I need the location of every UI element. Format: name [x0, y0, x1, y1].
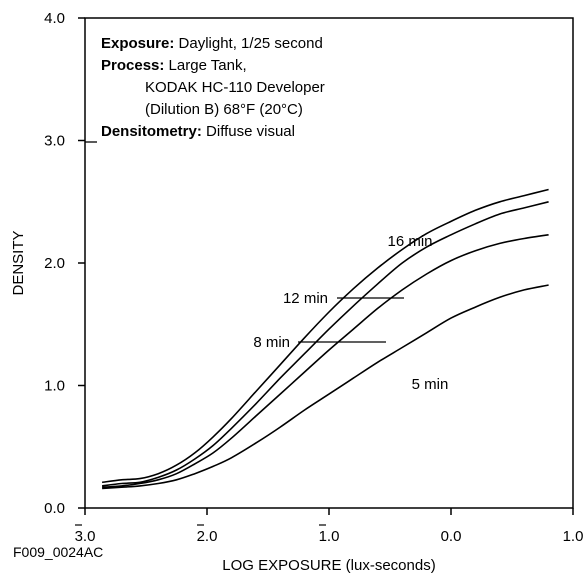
- note-line-text: KODAK HC-110 Developer: [145, 79, 325, 96]
- x-tick-label: 1.0: [319, 528, 340, 545]
- curve-label: 8 min: [253, 334, 290, 351]
- note-line-heading: Exposure:: [101, 35, 174, 52]
- y-axis: 0.0 1.0 2.0 3.0 4.0: [44, 10, 85, 517]
- curve-label: 16 min: [387, 233, 432, 250]
- note-line-text: (Dilution B) 68°F (20°C): [145, 101, 303, 118]
- curve-12-min: [102, 201, 549, 487]
- note-line-text: Daylight, 1/25 second: [174, 35, 322, 52]
- exposure-process-note: Exposure: Daylight, 1/25 second Process: …: [85, 35, 325, 143]
- note-line: Exposure: Daylight, 1/25 second: [101, 35, 323, 52]
- note-line: (Dilution B) 68°F (20°C): [145, 101, 303, 118]
- y-tick-label: 0.0: [44, 500, 65, 517]
- y-tick-label: 3.0: [44, 133, 65, 150]
- note-line-text: Diffuse visual: [202, 123, 295, 140]
- note-line-heading: Densitometry:: [101, 123, 202, 140]
- x-axis-title: LOG EXPOSURE (lux-seconds): [222, 557, 435, 574]
- y-tick-label: 1.0: [44, 378, 65, 395]
- curve-8-min: [102, 234, 549, 488]
- note-line: Process: Large Tank,: [101, 57, 247, 74]
- note-line-heading: Process:: [101, 57, 164, 74]
- curve-16-min: [102, 188, 549, 484]
- curve-label: 5 min: [412, 376, 449, 393]
- y-axis-title: DENSITY: [10, 230, 27, 295]
- x-tick-label: 2.0: [197, 528, 218, 545]
- density-curves: [102, 188, 549, 490]
- x-tick-label: 1.0: [563, 528, 584, 545]
- curve-label: 12 min: [283, 290, 328, 307]
- note-line: Densitometry: Diffuse visual: [101, 123, 295, 140]
- curve-labels: 16 min 12 min 8 min 5 min: [253, 233, 448, 393]
- curve-5-min: [102, 284, 549, 490]
- x-tick-label: 0.0: [441, 528, 462, 545]
- note-line: KODAK HC-110 Developer: [145, 79, 325, 96]
- x-tick-label: 3.0: [75, 528, 96, 545]
- y-tick-label: 2.0: [44, 255, 65, 272]
- x-axis: 3.0 2.0 1.0 0.0 1.0: [75, 508, 584, 545]
- figure-id: F009_0024AC: [13, 544, 103, 560]
- y-tick-label: 4.0: [44, 10, 65, 27]
- note-line-text: Large Tank,: [164, 57, 246, 74]
